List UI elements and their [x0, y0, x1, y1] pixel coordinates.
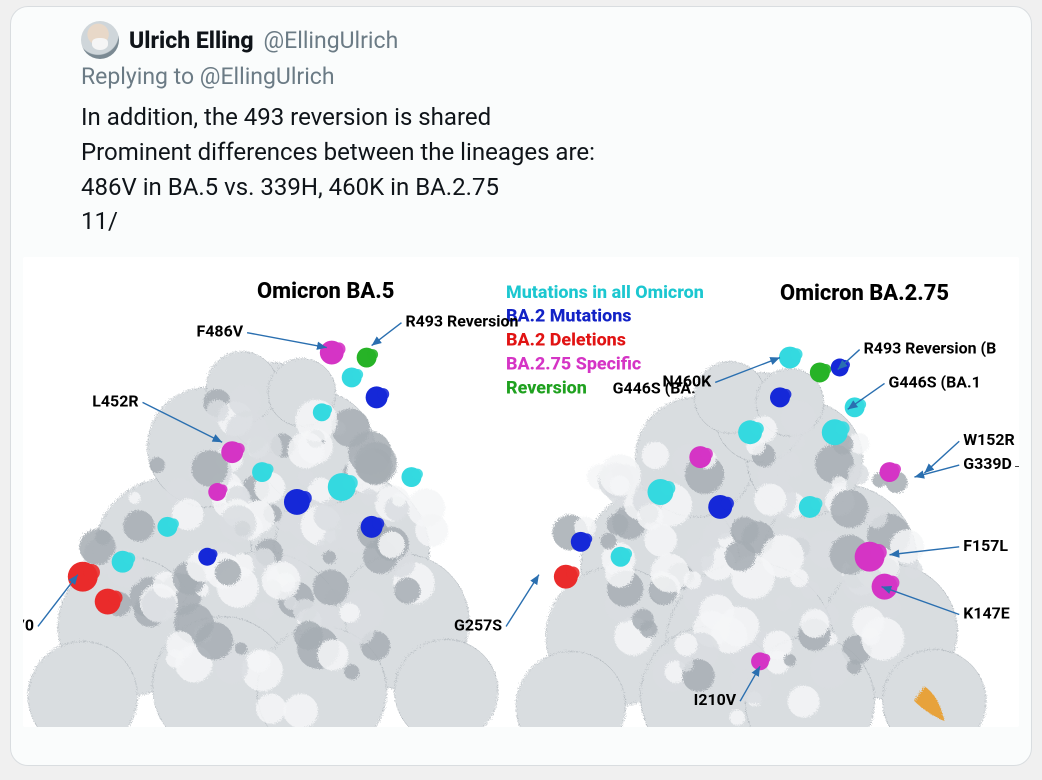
- callout-arrow: [372, 323, 402, 346]
- callout-label: R493 Reversion (B: [864, 339, 997, 358]
- user-handle[interactable]: @EllingUlrich: [264, 27, 399, 54]
- reply-context: Replying to @EllingUlrich: [81, 63, 1013, 90]
- callout-arrow: [848, 384, 885, 410]
- tweet-header: Ulrich Elling @EllingUlrich: [81, 21, 1013, 59]
- avatar[interactable]: [81, 21, 119, 59]
- callout-label: F486V: [197, 322, 244, 341]
- callout-label: G446S (BA.1: [889, 373, 981, 392]
- callout-label: N460K: [662, 372, 712, 391]
- callout-label: G257S: [454, 616, 502, 635]
- reply-target[interactable]: @EllingUlrich: [200, 63, 335, 90]
- tweet-card: Ulrich Elling @EllingUlrich Replying to …: [10, 6, 1032, 766]
- protein-diagram: Omicron BA.5 Omicron BA.2.75 Mutations i…: [23, 257, 1019, 727]
- legend-item: BA.2 Deletions: [506, 330, 626, 351]
- tweet-line: 486V in BA.5 vs. 339H, 460K in BA.2.75: [81, 170, 1013, 205]
- legend-item: Mutations in all Omicron: [506, 282, 704, 303]
- callout-arrow: [924, 441, 959, 473]
- tweet-line: In addition, the 493 reversion is shared: [81, 100, 1013, 135]
- callout-label: F157L: [963, 536, 1008, 555]
- callout-label: del69/70: [23, 616, 34, 635]
- tweet-line: 11/: [81, 204, 1013, 239]
- display-name[interactable]: Ulrich Elling: [129, 27, 254, 54]
- callout-label: G339D→: [963, 454, 1019, 473]
- callout-arrow: [247, 333, 327, 348]
- callout-label: I210V: [694, 690, 737, 709]
- legend-item: BA.2.75 Specific: [506, 354, 641, 375]
- tweet-line: Prominent differences between the lineag…: [81, 135, 1013, 170]
- reply-prefix: Replying to: [81, 63, 200, 90]
- tweet-media[interactable]: Omicron BA.5 Omicron BA.2.75 Mutations i…: [23, 257, 1019, 727]
- callout-label: L452R: [92, 392, 138, 411]
- tweet-text: In addition, the 493 reversion is shared…: [81, 100, 1013, 239]
- figure-title-left: Omicron BA.5: [257, 279, 394, 304]
- callout-label: K147E: [963, 604, 1010, 623]
- callout-label: R493 Reversion: [405, 312, 518, 331]
- callout-arrow: [914, 465, 959, 477]
- callout-label: W152R: [963, 430, 1015, 449]
- callout-arrow: [506, 575, 539, 627]
- figure-title-right: Omicron BA.2.75: [780, 281, 949, 306]
- legend-item: BA.2 Mutations: [506, 306, 631, 327]
- legend-item: Reversion: [506, 378, 587, 399]
